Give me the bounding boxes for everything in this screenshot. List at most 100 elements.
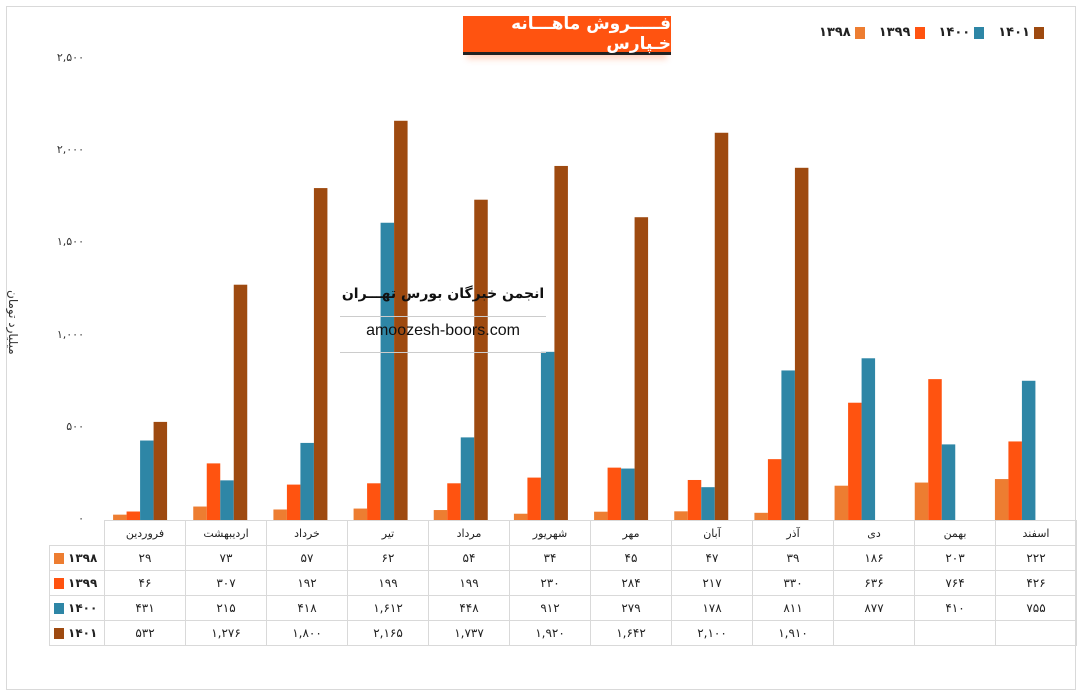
bar-1401-2 [313,188,328,520]
row-key: ۱۳۹۸ [49,545,105,571]
data-label: ۶۲ [347,545,429,571]
data-label: ۱۹۹ [428,570,510,596]
bar-1399-8 [767,459,782,520]
bar-1400-4 [460,437,475,520]
bar-1399-9 [848,402,862,520]
bar-1399-0 [126,511,141,520]
watermark-site: amoozesh-boors.com [366,322,520,339]
y-tick-label: ۱,۵۰۰ [56,235,84,249]
data-label: ۱۷۸ [671,595,753,621]
legend-swatch [1034,26,1044,39]
bar-1399-2 [286,484,301,520]
y-tick-label: ۲,۵۰۰ [56,51,84,64]
y-tick-label: ۵۰۰ [66,419,84,433]
legend-label: ۱۳۹۸ [819,25,851,40]
data-label: ۲۳۰ [509,570,591,596]
bar-1401-0 [153,421,168,520]
data-label: ۱,۹۱۰ [752,620,834,646]
data-label: ۲۱۵ [185,595,267,621]
x-tick-label: اردیبهشت [185,520,267,546]
x-tick-label: بهمن [914,520,996,546]
y-tick-label: ۱,۰۰۰ [56,327,84,341]
x-tick-label: آذر [752,520,834,546]
data-label: ۳۹ [752,545,834,571]
legend-swatch [54,553,64,564]
table-row-1399: ۱۳۹۹ ۴۶ ۳۰۷ ۱۹۲ ۱۹۹ ۱۹۹ ۲۳۰ ۲۸۴ ۲۱۷ ۳۳۰ ۶۳۶ ۷۶۴ ۴۲۶ [49,570,1077,596]
bar-1399-6 [607,467,622,520]
bar-1400-0 [140,440,154,520]
series-label: ۱۴۰۰ [68,601,98,615]
bar-1400-10 [941,444,956,520]
bar-1398-0 [113,514,127,520]
bar-1398-11 [994,479,1009,520]
series-label: ۱۳۹۸ [68,551,98,565]
legend-swatch [854,26,865,39]
bar-1399-1 [206,463,221,520]
bar-1399-11 [1008,441,1022,520]
row-key: ۱۳۹۹ [49,570,105,596]
bar-1400-3 [380,222,395,520]
x-tick-label: دی [833,520,915,546]
x-tick-label: شهریور [509,520,591,546]
data-label: ۱۹۲ [266,570,348,596]
bar-1398-7 [674,511,688,520]
bar-1399-7 [687,479,702,520]
y-tick-label: ۲,۰۰۰ [56,143,84,157]
legend-item-1400: ۱۴۰۰ [939,25,985,40]
bar-1400-2 [300,442,314,520]
data-label: ۶۳۶ [833,570,915,596]
data-label: ۲۲۲ [995,545,1077,571]
bar-1398-5 [513,513,528,520]
data-label: ۴۱۸ [266,595,348,621]
data-label [995,620,1077,646]
data-label: ۱,۹۲۰ [509,620,591,646]
data-label: ۲۷۹ [590,595,672,621]
watermark-divider [340,316,546,317]
data-label: ۲,۱۰۰ [671,620,753,646]
chart-frame [6,6,1076,690]
bar-1401-5 [554,165,568,520]
data-label: ۴۲۶ [995,570,1077,596]
data-label: ۹۱۲ [509,595,591,621]
table-row-1398: ۱۳۹۸ ۲۹ ۷۳ ۵۷ ۶۲ ۵۴ ۳۴ ۴۵ ۴۷ ۳۹ ۱۸۶ ۲۰۳ ۲۲۲ [49,545,1077,571]
bar-1398-6 [594,511,608,520]
data-label: ۷۶۴ [914,570,996,596]
bar-1398-2 [273,509,287,520]
data-label: ۲۸۴ [590,570,672,596]
series-label: ۱۳۹۹ [68,576,98,590]
legend-item-1398: ۱۳۹۸ [819,25,865,40]
data-label: ۸۱۱ [752,595,834,621]
data-label [914,620,996,646]
legend-label: ۱۳۹۹ [878,25,911,40]
legend-swatch [54,578,64,589]
bar-1400-9 [861,358,876,520]
data-label: ۱,۲۷۶ [185,620,267,646]
data-table: فروردین اردیبهشت خرداد تیر مرداد شهریور مهر آبا… [49,520,1077,646]
bar-1398-8 [754,512,768,520]
x-tick-label: تیر [347,520,429,546]
x-tick-label: فروردین [104,520,186,546]
legend-label: ۱۴۰۰ [938,25,971,40]
bar-1401-8 [794,167,809,520]
row-key: ۱۴۰۱ [49,620,105,646]
data-label: ۱۹۹ [347,570,429,596]
legend-swatch [914,26,925,39]
bar-1398-4 [433,510,448,520]
legend: ۱۴۰۱ ۱۴۰۰ ۱۳۹۹ ۱۳۹۸ [819,25,1044,40]
bar-1399-3 [367,483,381,520]
data-label: ۳۳۰ [752,570,834,596]
watermark-org: انجمن خبرگان بورس تهـــران [341,286,545,302]
data-label: ۴۴۸ [428,595,510,621]
legend-swatch [54,628,64,639]
bar-1399-10 [928,379,942,520]
bar-1400-1 [220,480,234,520]
legend-item-1401: ۱۴۰۱ [998,25,1044,40]
legend-label: ۱۴۰۱ [998,25,1030,40]
legend-item-1399: ۱۳۹۹ [879,25,925,40]
data-label [833,620,915,646]
bar-1398-1 [193,506,207,520]
bar-1399-4 [447,483,461,520]
data-label: ۴۱۰ [914,595,996,621]
x-tick-label: خرداد [266,520,348,546]
